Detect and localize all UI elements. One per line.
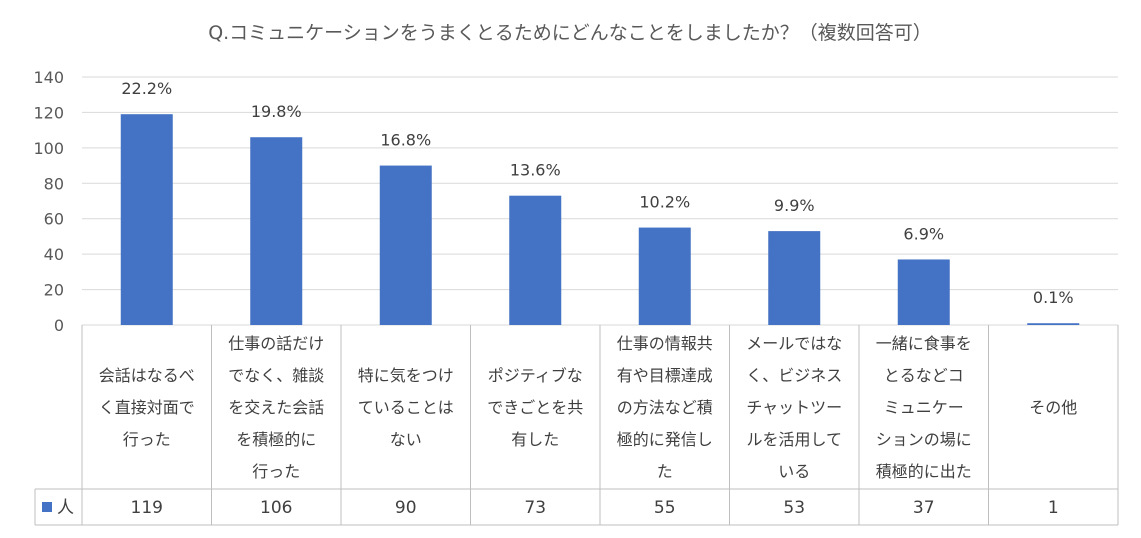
y-tick-label: 140 xyxy=(33,68,64,87)
category-label: でなく、雑談 xyxy=(228,366,324,385)
category-label: ションの場に xyxy=(876,430,972,449)
category-label: の方法など積 xyxy=(617,398,713,417)
data-label: 22.2% xyxy=(121,79,172,98)
category-label: 行った xyxy=(123,430,171,449)
category-label: く、ビジネス xyxy=(746,366,842,385)
category-label: 行った xyxy=(252,462,300,481)
category-label: メールではな xyxy=(746,334,842,353)
data-labels: 22.2% 19.8% 16.8% 13.6% 10.2% 9.9% 6.9% 0.1% xyxy=(121,79,1073,307)
table-value: 90 xyxy=(395,498,417,518)
table-value: 37 xyxy=(913,498,935,518)
table-value: 1 xyxy=(1048,498,1059,518)
category-label: 積極的に出た xyxy=(876,462,972,481)
category-label: いる xyxy=(778,462,810,481)
category-label: チャットツー xyxy=(746,398,842,417)
category-label: 一緒に食事を xyxy=(876,334,972,353)
data-label: 19.8% xyxy=(251,102,302,121)
category-label: ていることは xyxy=(358,398,454,417)
chart-title: Q.コミュニケーションをうまくとるためにどんなことをしましたか？（複数回答可） xyxy=(208,22,932,44)
table-value: 53 xyxy=(783,498,805,518)
table-value: 55 xyxy=(654,498,676,518)
y-tick-label: 80 xyxy=(44,174,64,193)
category-label: 有や目標達成 xyxy=(617,366,713,385)
bar xyxy=(638,227,691,325)
category-label: ミュニケー xyxy=(884,398,964,417)
table-value: 119 xyxy=(131,498,163,518)
category-label: とるなどコ xyxy=(884,366,964,385)
bar xyxy=(1027,323,1080,325)
table-value: 106 xyxy=(260,498,292,518)
data-label: 13.6% xyxy=(510,161,561,180)
category-label: 特に気をつけ xyxy=(358,366,454,385)
category-label: 仕事の話だけ xyxy=(228,334,324,353)
category-label: その他 xyxy=(1029,398,1077,417)
y-tick-label: 20 xyxy=(44,281,64,300)
bar xyxy=(379,165,432,325)
legend-swatch xyxy=(42,502,52,512)
y-tick-label: 60 xyxy=(44,210,64,229)
y-tick-label: 100 xyxy=(33,139,64,158)
bars xyxy=(120,114,1080,325)
category-label: ルを活用して xyxy=(746,430,842,449)
category-label: く直接対面で xyxy=(99,398,195,417)
y-tick-label: 120 xyxy=(33,103,64,122)
data-label: 0.1% xyxy=(1033,288,1074,307)
category-label: た xyxy=(657,462,673,481)
category-label: を積極的に xyxy=(236,430,316,449)
data-label: 16.8% xyxy=(380,131,431,150)
bar xyxy=(120,114,173,325)
category-label: 仕事の情報共 xyxy=(617,334,713,353)
bar xyxy=(768,231,821,325)
bar xyxy=(897,259,950,325)
data-label: 9.9% xyxy=(774,196,815,215)
category-label: ポジティブな xyxy=(488,366,583,385)
bar xyxy=(250,137,303,325)
gridlines xyxy=(82,76,1118,326)
y-tick-label: 40 xyxy=(44,245,64,264)
category-label: 極的に発信し xyxy=(617,430,713,449)
y-tick-label: 0 xyxy=(54,316,64,335)
category-label: できごとを共 xyxy=(487,398,583,417)
bar xyxy=(509,195,562,325)
data-label: 6.9% xyxy=(903,224,944,243)
category-label: を交えた会話 xyxy=(228,398,324,417)
data-label: 10.2% xyxy=(639,193,690,212)
category-label: ない xyxy=(390,430,422,449)
category-label: 会話はなるべ xyxy=(99,366,195,385)
data-table: 会話はなるべく直接対面で行った仕事の話だけでなく、雑談を交えた会話を積極的に行っ… xyxy=(34,325,1119,526)
table-value: 73 xyxy=(524,498,546,518)
category-label: 有した xyxy=(511,430,559,449)
legend-label: 人 xyxy=(57,498,74,518)
y-axis: 0 20 40 60 80 100 120 140 xyxy=(33,68,64,335)
